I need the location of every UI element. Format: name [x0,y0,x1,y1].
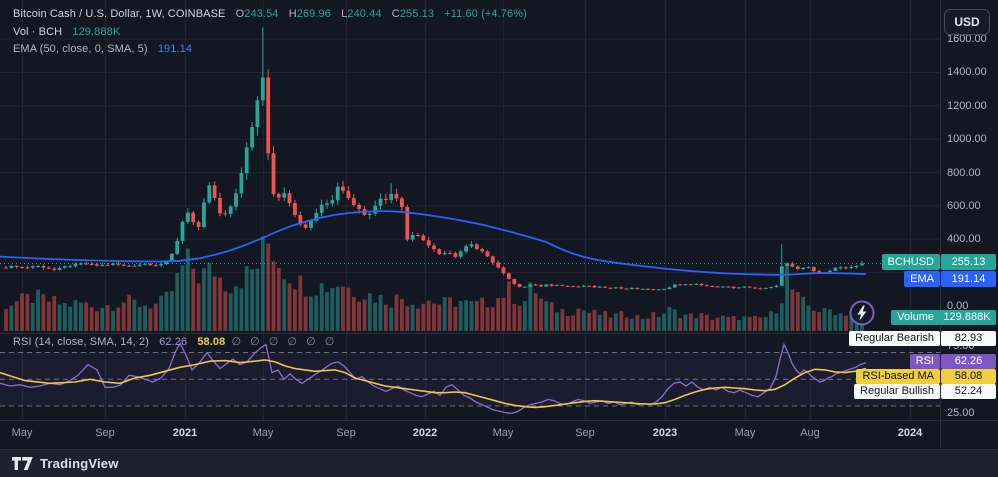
regular-bullish-badge-value[interactable]: 52.24 [941,384,996,399]
price-axis-label: 1400.00 [947,66,987,78]
time-axis-label: Aug [800,427,820,439]
volume-legend-value: 129.888K [72,26,121,38]
rsi-ma-badge-value[interactable]: 58.08 [941,369,996,384]
regular-bearish-badge-value[interactable]: 82.93 [941,331,996,346]
regular-bearish-badge-label[interactable]: Regular Bearish [849,331,940,346]
ohlc-low-label: L [341,8,348,20]
price-axis-label: 0.00 [947,300,969,312]
ema-legend-row[interactable]: EMA (50, close, 0, SMA, 5) 191.14 [13,43,192,55]
ohlc-close-value: 255.13 [399,8,435,20]
regular-bullish-badge-label[interactable]: Regular Bullish [854,384,940,399]
ohlc-high-value: 269.96 [296,8,331,20]
time-axis-label: 2021 [172,427,198,439]
volume-legend-label: Vol · BCH [13,26,63,38]
ema-legend-label: EMA (50, close, 0, SMA, 5) [13,43,148,55]
time-axis-label: May [492,427,514,439]
price-axis-label: 800.00 [947,167,981,179]
symbol-price-badge-label[interactable]: BCHUSD [881,254,940,270]
tradingview-logo-icon[interactable] [12,457,33,470]
ema-legend-value: 191.14 [157,43,193,55]
symbol-title: Bitcoin Cash / U.S. Dollar, 1W, COINBASE [13,8,226,20]
time-axis-label: Sep [95,427,115,439]
ohlc-open-value: 243.54 [244,8,279,20]
footer-bar: TradingView [0,449,998,477]
symbol-price-badge-value[interactable]: 255.13 [941,254,996,270]
time-axis-label: May [11,427,33,439]
change-value: +11.60 (+4.76%) [444,8,527,20]
rsi-ma-badge-label[interactable]: RSI-based MA [856,369,940,384]
time-axis-label: 2024 [897,427,923,439]
rsi-badge-value[interactable]: 62.26 [941,354,996,369]
rsi-ma-legend-value: 58.08 [197,336,226,348]
ohlc-close-label: C [391,8,400,20]
price-axis-label: 1000.00 [947,133,987,145]
symbol-legend-row[interactable]: Bitcoin Cash / U.S. Dollar, 1W, COINBASE… [13,8,527,20]
price-axis-label: 400.00 [947,233,981,245]
time-axis-label: 2022 [412,427,438,439]
time-axis-label: May [734,427,756,439]
currency-toggle-label: USD [954,15,980,29]
price-axis-label: 600.00 [947,200,981,212]
instant-trading-lightning-icon[interactable] [848,299,876,327]
volume-badge-value[interactable]: 129.888K [938,310,996,325]
rsi-legend-label: RSI (14, close, SMA, 14, 2) [13,336,149,348]
rsi-divergence-empty-values: ∅ ∅ ∅ ∅ ∅ ∅ [231,336,338,348]
time-axis-label: 2023 [652,427,678,439]
ohlc-low-value: 240.44 [347,8,382,20]
ohlc-open-label: O [235,8,245,20]
price-axis-label: 1200.00 [947,100,987,112]
currency-toggle-button[interactable]: USD [944,9,990,35]
ema-badge-label[interactable]: EMA [904,271,940,287]
rsi-legend-value: 62.26 [159,336,188,348]
rsi-badge-label[interactable]: RSI [909,354,940,369]
time-axis-label: Sep [575,427,595,439]
volume-legend-row[interactable]: Vol · BCH 129.888K [13,26,120,38]
time-axis-label: May [252,427,274,439]
price-axis-label: 1600.00 [947,33,987,45]
tradingview-brand-link[interactable]: TradingView [40,456,119,471]
ema-badge-value[interactable]: 191.14 [941,271,996,287]
time-axis-label: Sep [336,427,356,439]
volume-badge-label[interactable]: Volume [891,310,940,325]
rsi-legend-row[interactable]: RSI (14, close, SMA, 14, 2) 62.26 58.08 … [13,335,337,348]
rsi-axis-label: 25.00 [947,407,975,419]
ohlc-high-label: H [288,8,297,20]
